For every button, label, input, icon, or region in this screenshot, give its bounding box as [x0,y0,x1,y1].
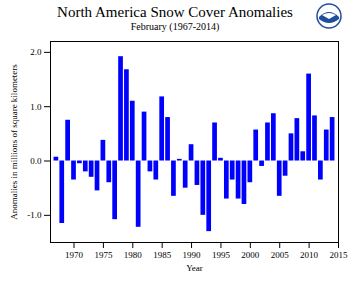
svg-text:-1.0: -1.0 [27,210,42,220]
svg-text:2000: 2000 [241,250,260,260]
html-text:North America Snow Cover Anoma: North America Snow Cover Anomalies [57,4,293,20]
html-text:February (1967-2014): February (1967-2014) [130,21,220,32]
svg-text:0.0: 0.0 [30,156,42,166]
svg-text:Year: Year [186,263,203,273]
svg-text:1.0: 1.0 [30,102,42,112]
svg-text:1990: 1990 [183,250,202,260]
svg-text:1975: 1975 [94,250,113,260]
svg-text:1985: 1985 [153,250,172,260]
svg-text:Anomalies in millions of squar: Anomalies in millions of square kilomete… [9,64,19,220]
svg-text:1980: 1980 [124,250,143,260]
svg-text:2005: 2005 [271,250,290,260]
svg-text:1970: 1970 [65,250,84,260]
svg-text:1995: 1995 [212,250,231,260]
svg-text:2.0: 2.0 [30,47,42,57]
svg-text:2015: 2015 [330,250,349,260]
svg-text:2010: 2010 [300,250,319,260]
